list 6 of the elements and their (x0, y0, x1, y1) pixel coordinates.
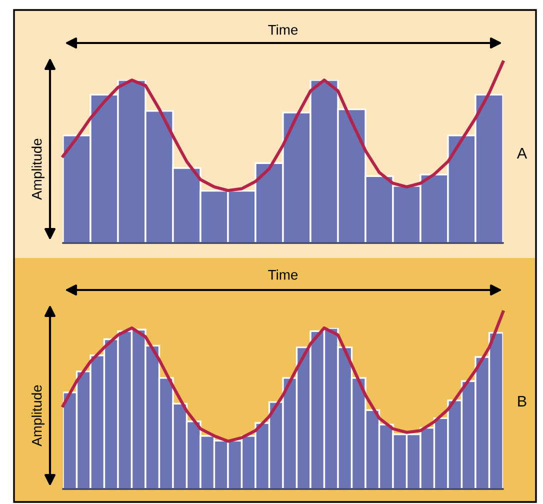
x-axis-title: Time (268, 270, 298, 280)
x-axis-title: Time (268, 24, 298, 35)
text: A (516, 148, 528, 158)
text: B (518, 396, 526, 406)
y-axis-title: Amplitude (32, 138, 44, 200)
y-axis-title: Amplitude (32, 385, 44, 446)
